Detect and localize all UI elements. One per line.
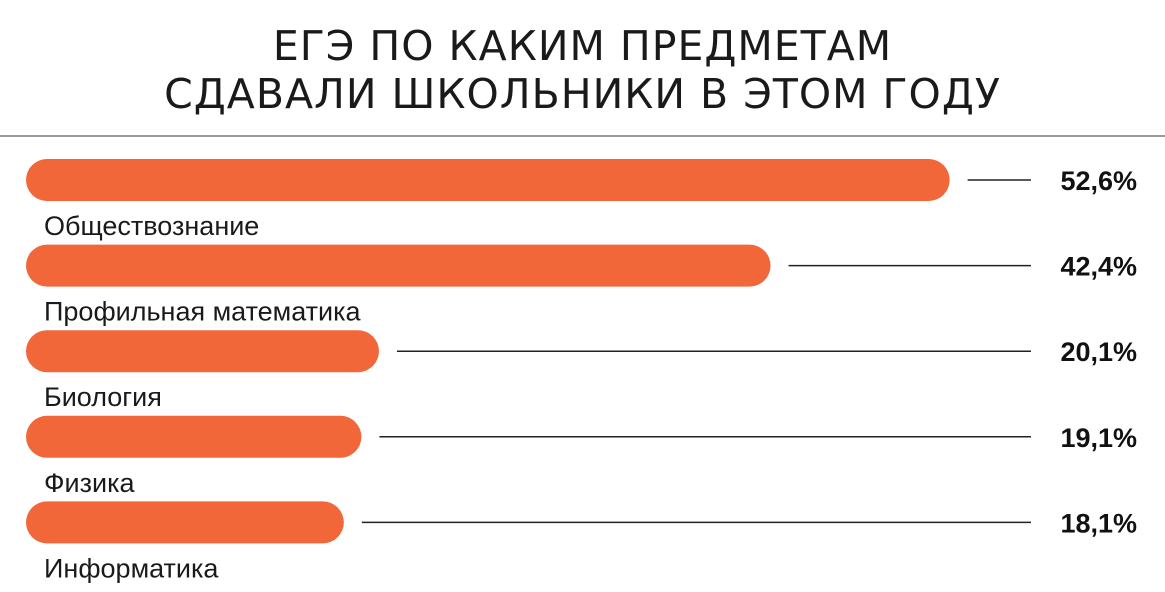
bar-4 (26, 415, 362, 458)
category-label-5: Информатика (44, 553, 219, 583)
chart-title: ЕГЭ ПО КАКИМ ПРЕДМЕТАМ СДАВАЛИ ШКОЛЬНИКИ… (0, 22, 1165, 118)
bar-2 (26, 244, 771, 287)
title-divider (0, 135, 1165, 137)
value-label-5: 18,1% (1060, 508, 1137, 538)
bar-3 (26, 330, 379, 373)
value-label-2: 42,4% (1060, 252, 1137, 282)
category-label-1: Обществознание (44, 211, 259, 241)
bar-1 (26, 159, 950, 201)
category-label-2: Профильная математика (44, 297, 362, 327)
bar-5 (26, 501, 344, 544)
value-label-3: 20,1% (1060, 337, 1137, 367)
category-label-3: Биология (44, 382, 162, 412)
value-label-4: 19,1% (1060, 423, 1137, 453)
category-label-4: Физика (44, 468, 135, 498)
chart-title-line-1: ЕГЭ ПО КАКИМ ПРЕДМЕТАМ (272, 22, 893, 70)
value-label-1: 52,6% (1060, 166, 1137, 196)
chart-title-line-2: СДАВАЛИ ШКОЛЬНИКИ В ЭТОМ ГОДУ (164, 70, 1001, 118)
